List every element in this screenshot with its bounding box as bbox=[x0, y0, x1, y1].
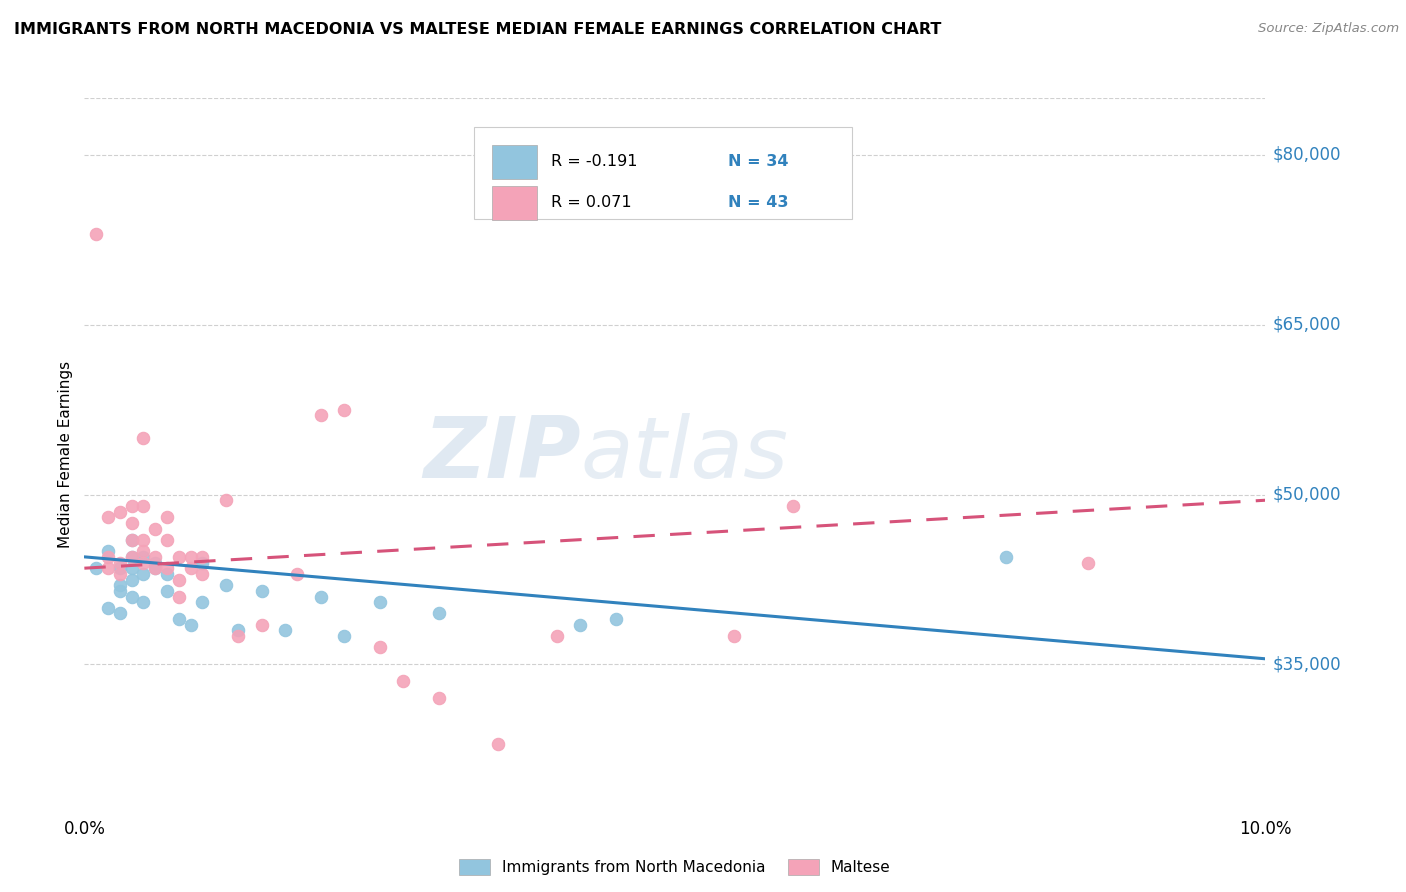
Point bbox=[121, 499, 143, 513]
Point bbox=[167, 612, 190, 626]
Point bbox=[274, 624, 297, 638]
Point bbox=[143, 549, 166, 564]
Point bbox=[723, 629, 745, 643]
Point bbox=[285, 566, 308, 581]
Point bbox=[167, 590, 190, 604]
Point bbox=[180, 549, 202, 564]
Point bbox=[121, 533, 143, 547]
Point bbox=[167, 573, 190, 587]
Point bbox=[427, 691, 450, 706]
Point bbox=[309, 409, 332, 423]
Point bbox=[427, 607, 450, 621]
Point bbox=[309, 590, 332, 604]
Point bbox=[97, 600, 120, 615]
Point bbox=[108, 578, 131, 592]
Point bbox=[132, 566, 155, 581]
Point bbox=[132, 533, 155, 547]
Point bbox=[132, 595, 155, 609]
Point bbox=[108, 561, 131, 575]
Point bbox=[108, 566, 131, 581]
FancyBboxPatch shape bbox=[492, 145, 537, 179]
Point bbox=[156, 561, 179, 575]
Point bbox=[994, 549, 1017, 564]
Point bbox=[84, 227, 107, 241]
Point bbox=[486, 737, 509, 751]
FancyBboxPatch shape bbox=[492, 186, 537, 219]
Text: atlas: atlas bbox=[581, 413, 789, 497]
Point bbox=[333, 629, 356, 643]
Point bbox=[143, 556, 166, 570]
Point bbox=[97, 544, 120, 558]
Point bbox=[132, 431, 155, 445]
Point bbox=[605, 612, 627, 626]
Point bbox=[250, 617, 273, 632]
Point bbox=[156, 533, 179, 547]
Point bbox=[215, 578, 238, 592]
Text: $35,000: $35,000 bbox=[1272, 656, 1341, 673]
Point bbox=[121, 561, 143, 575]
Point bbox=[191, 595, 214, 609]
Point bbox=[143, 561, 166, 575]
Point bbox=[121, 549, 143, 564]
Text: $65,000: $65,000 bbox=[1272, 316, 1341, 334]
Point bbox=[191, 566, 214, 581]
Point bbox=[97, 549, 120, 564]
Legend: Immigrants from North Macedonia, Maltese: Immigrants from North Macedonia, Maltese bbox=[458, 860, 891, 875]
Y-axis label: Median Female Earnings: Median Female Earnings bbox=[58, 361, 73, 549]
Point bbox=[84, 561, 107, 575]
Point bbox=[546, 629, 568, 643]
Point bbox=[191, 556, 214, 570]
FancyBboxPatch shape bbox=[474, 127, 852, 219]
Point bbox=[782, 499, 804, 513]
Point bbox=[143, 522, 166, 536]
Point bbox=[180, 617, 202, 632]
Point bbox=[132, 556, 155, 570]
Point bbox=[226, 629, 249, 643]
Point bbox=[121, 533, 143, 547]
Point bbox=[215, 493, 238, 508]
Point bbox=[167, 549, 190, 564]
Point bbox=[121, 573, 143, 587]
Point bbox=[250, 583, 273, 598]
Point bbox=[108, 607, 131, 621]
Point bbox=[226, 624, 249, 638]
Point bbox=[156, 583, 179, 598]
Point bbox=[121, 590, 143, 604]
Point bbox=[156, 566, 179, 581]
Point bbox=[132, 549, 155, 564]
Text: $50,000: $50,000 bbox=[1272, 485, 1341, 504]
Point bbox=[108, 556, 131, 570]
Text: N = 43: N = 43 bbox=[728, 195, 789, 211]
Point bbox=[108, 504, 131, 518]
Point bbox=[97, 561, 120, 575]
Point bbox=[333, 402, 356, 417]
Point bbox=[121, 549, 143, 564]
Point bbox=[143, 561, 166, 575]
Point bbox=[132, 544, 155, 558]
Text: R = -0.191: R = -0.191 bbox=[551, 154, 637, 169]
Point bbox=[1077, 556, 1099, 570]
Text: ZIP: ZIP bbox=[423, 413, 581, 497]
Text: R = 0.071: R = 0.071 bbox=[551, 195, 631, 211]
Point bbox=[156, 510, 179, 524]
Text: IMMIGRANTS FROM NORTH MACEDONIA VS MALTESE MEDIAN FEMALE EARNINGS CORRELATION CH: IMMIGRANTS FROM NORTH MACEDONIA VS MALTE… bbox=[14, 22, 942, 37]
Point bbox=[132, 499, 155, 513]
Text: $80,000: $80,000 bbox=[1272, 145, 1341, 164]
Point bbox=[108, 583, 131, 598]
Point bbox=[191, 549, 214, 564]
Text: Source: ZipAtlas.com: Source: ZipAtlas.com bbox=[1258, 22, 1399, 36]
Point bbox=[97, 510, 120, 524]
Point bbox=[392, 674, 415, 689]
Point bbox=[368, 640, 391, 655]
Point bbox=[368, 595, 391, 609]
Point bbox=[569, 617, 592, 632]
Point bbox=[121, 516, 143, 530]
Text: N = 34: N = 34 bbox=[728, 154, 789, 169]
Point bbox=[180, 561, 202, 575]
